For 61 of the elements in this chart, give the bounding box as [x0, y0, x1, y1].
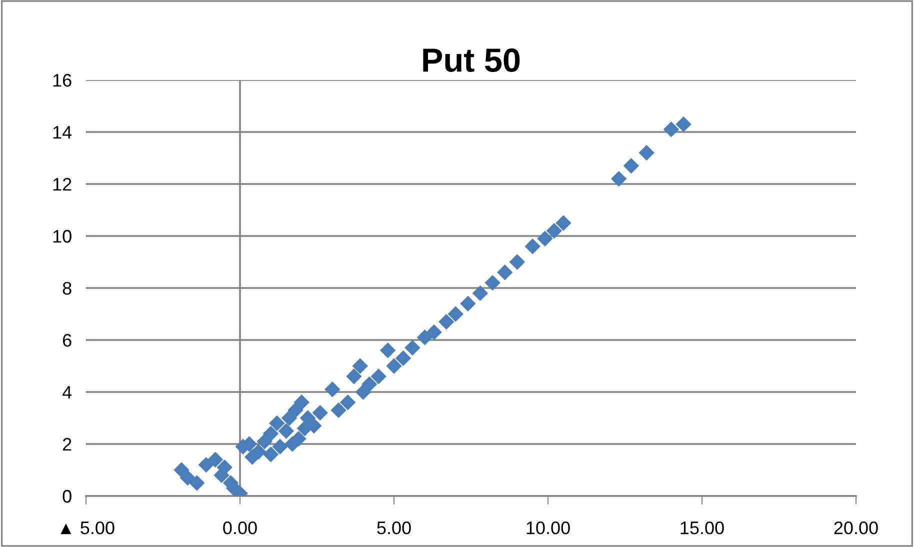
point: [448, 306, 464, 322]
point: [250, 444, 266, 460]
point: [537, 230, 553, 246]
point: [663, 122, 680, 138]
point: [272, 438, 288, 454]
x-tick-label: 5.00: [377, 521, 411, 534]
point: [386, 358, 402, 374]
point: [290, 430, 306, 447]
point: [269, 415, 285, 432]
x-tick-label: 0.00: [223, 521, 257, 534]
point: [352, 358, 368, 374]
y-tick-label: 6: [62, 334, 72, 347]
point: [438, 314, 454, 330]
x-tick-label: 10.00: [526, 521, 570, 534]
point: [460, 296, 476, 312]
y-tick-label: 12: [53, 178, 72, 191]
point: [610, 170, 627, 187]
point: [509, 254, 526, 270]
point: [355, 384, 372, 400]
point: [300, 410, 316, 426]
point: [340, 394, 356, 410]
point: [638, 144, 654, 161]
point: [404, 340, 420, 356]
y-tick-label: 8: [62, 282, 72, 295]
x-tick-label: ▲ 5.00: [60, 521, 114, 534]
y-tick-label: 14: [53, 126, 72, 139]
point: [497, 264, 513, 280]
point: [426, 324, 442, 340]
point: [294, 394, 310, 410]
point: [362, 376, 378, 392]
point: [623, 158, 640, 174]
point: [380, 342, 396, 358]
y-tick-label: 4: [62, 386, 72, 399]
point: [524, 238, 540, 254]
point: [370, 368, 386, 384]
point: [189, 475, 205, 491]
point: [416, 330, 433, 346]
point: [208, 452, 224, 468]
point: [484, 274, 500, 291]
point: [346, 368, 362, 384]
point: [312, 404, 328, 421]
y-tick-label: 16: [53, 74, 72, 87]
point: [556, 215, 572, 231]
point: [198, 456, 214, 473]
point: [546, 222, 562, 239]
point: [472, 285, 488, 302]
point: [180, 470, 196, 486]
x-tick-label: 15.00: [680, 521, 724, 534]
point: [676, 116, 692, 132]
x-tick-label: 20.00: [834, 521, 878, 534]
point: [262, 426, 279, 442]
point: [262, 446, 279, 462]
y-tick-label: 2: [62, 438, 72, 451]
y-tick-label: 0: [62, 490, 72, 503]
y-tick-label: 10: [53, 230, 72, 243]
point: [281, 410, 298, 426]
point: [330, 402, 346, 418]
point: [324, 382, 340, 398]
point: [278, 423, 294, 439]
chart-title: Put 50: [423, 48, 520, 72]
point: [395, 350, 412, 366]
